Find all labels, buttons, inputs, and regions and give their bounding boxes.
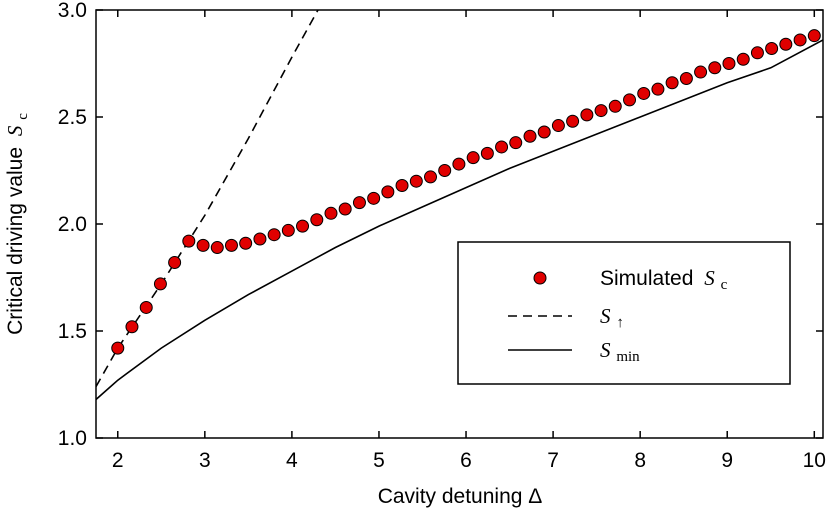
data-point-simulated — [523, 129, 537, 143]
x-tick-label: 5 — [373, 449, 385, 472]
data-point-simulated — [424, 170, 438, 184]
data-point-simulated — [338, 202, 352, 216]
series-layer — [96, 10, 823, 401]
data-point-simulated — [623, 93, 637, 107]
legend-label-simulated-symbol: S — [704, 266, 715, 290]
legend-label-s-up-symbol: S — [600, 304, 611, 328]
y-tick-label: 2.0 — [58, 213, 87, 236]
data-point-simulated — [139, 300, 153, 314]
data-point-simulated — [253, 232, 267, 246]
data-point-simulated — [210, 241, 224, 255]
legend-label-simulated-text: Simulated — [600, 267, 693, 290]
data-point-simulated — [310, 213, 324, 227]
data-point-simulated — [608, 99, 622, 113]
data-point-simulated — [111, 341, 125, 355]
data-point-simulated — [651, 82, 665, 96]
data-point-simulated — [779, 37, 793, 51]
legend-label-s-up-subscript: ↑ — [616, 315, 624, 331]
data-point-simulated — [566, 114, 580, 128]
data-point-simulated — [324, 206, 338, 220]
data-point-simulated — [281, 223, 295, 237]
data-point-simulated — [395, 178, 409, 192]
legend-marker-simulated — [533, 271, 547, 285]
data-point-simulated — [765, 42, 779, 56]
x-tick-label: 4 — [286, 449, 298, 472]
x-tick-label: 6 — [460, 449, 472, 472]
data-point-simulated — [196, 238, 210, 252]
x-tick-label: 8 — [634, 449, 646, 472]
legend-label-s-min: S min — [600, 338, 640, 365]
data-point-simulated — [694, 65, 708, 79]
y-axis-label-text: Critical driving value — [4, 147, 27, 335]
data-point-simulated — [793, 33, 807, 47]
data-point-simulated — [551, 119, 565, 133]
y-axis-label-subscript: c — [15, 113, 31, 120]
data-point-simulated — [125, 320, 139, 334]
data-point-simulated — [438, 164, 452, 177]
data-point-simulated — [637, 86, 651, 100]
legend-label-s-min-symbol: S — [600, 338, 611, 362]
data-point-simulated — [807, 29, 821, 43]
data-point-simulated — [466, 151, 480, 165]
data-point-simulated — [153, 277, 167, 291]
data-point-simulated — [537, 125, 551, 139]
data-point-simulated — [452, 157, 466, 171]
data-point-simulated — [381, 185, 395, 199]
data-point-simulated — [750, 46, 764, 60]
data-point-simulated — [665, 76, 679, 90]
data-point-simulated — [267, 228, 281, 242]
x-tick-label: 2 — [112, 449, 124, 472]
y-axis-label: Critical driving value S c — [3, 113, 31, 335]
x-tick-label: 9 — [721, 449, 733, 472]
legend-label-s-up: S ↑ — [600, 304, 624, 331]
data-point-simulated — [509, 136, 523, 150]
data-point-simulated — [239, 236, 253, 250]
data-point-simulated — [224, 238, 238, 252]
series-line-s-min — [96, 39, 823, 401]
data-point-simulated — [679, 71, 693, 85]
y-tick-label: 3.0 — [58, 0, 87, 22]
data-point-simulated — [736, 52, 750, 66]
legend: Simulated S c S ↑ S min — [457, 241, 791, 385]
data-point-simulated — [495, 140, 509, 154]
data-point-simulated — [296, 219, 310, 233]
y-tick-label: 1.0 — [58, 427, 87, 450]
data-point-simulated — [580, 108, 594, 122]
legend-label-s-min-subscript: min — [616, 349, 640, 365]
x-tick-label: 3 — [199, 449, 211, 472]
legend-box — [457, 241, 791, 385]
x-axis-label: Cavity detuning Δ — [378, 485, 543, 508]
data-point-simulated — [722, 57, 736, 70]
data-point-simulated — [367, 191, 381, 205]
y-tick-label: 2.5 — [58, 106, 87, 129]
legend-label-simulated: Simulated S c — [600, 266, 728, 293]
data-point-simulated — [168, 256, 182, 270]
data-point-simulated — [182, 234, 196, 248]
axis-ticks: 2 3 4 5 6 7 8 9 10 1.0 1.5 2.0 2.5 3.0 — [58, 0, 826, 472]
y-axis-label-symbol: S — [3, 125, 27, 136]
data-point-simulated — [708, 61, 722, 75]
series-line-s-up — [96, 10, 319, 387]
y-tick-label: 1.5 — [58, 320, 87, 343]
data-point-simulated — [594, 104, 608, 118]
x-tick-label: 10 — [803, 449, 826, 472]
x-tick-label: 7 — [547, 449, 559, 472]
data-point-simulated — [352, 196, 366, 210]
data-point-simulated — [409, 174, 423, 188]
legend-label-simulated-subscript: c — [721, 277, 728, 293]
data-point-simulated — [480, 146, 494, 160]
